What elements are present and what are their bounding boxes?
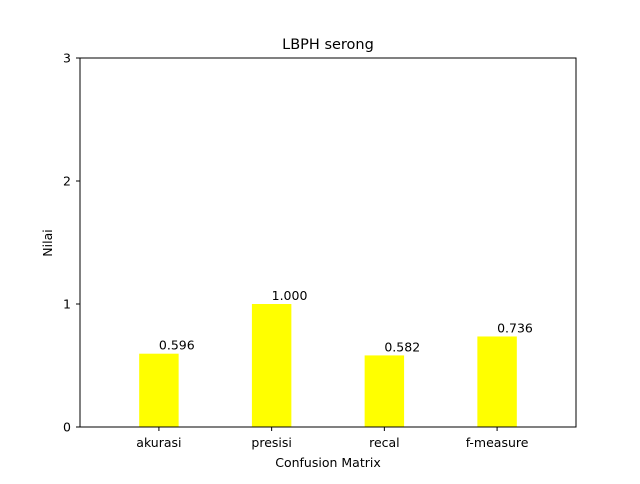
bar-akurasi <box>139 353 179 427</box>
bar-presisi <box>251 304 292 427</box>
bar-recal <box>364 355 405 427</box>
ticks-layer: akurasi presisi recal f-measure 0 1 2 3 <box>63 51 529 451</box>
data-label-f-measure: 0.736 <box>497 320 533 335</box>
x-tick-label-presisi: presisi <box>251 435 291 450</box>
y-tick-label: 1 <box>63 297 71 312</box>
y-tick-label: 2 <box>63 174 71 189</box>
x-tick-label-recal: recal <box>369 435 400 450</box>
chart-title: LBPH serong <box>282 37 374 53</box>
data-label-presisi: 1.000 <box>272 288 308 303</box>
data-label-akurasi: 0.596 <box>159 338 195 353</box>
bars-layer <box>139 304 517 427</box>
data-label-recal: 0.582 <box>384 339 420 354</box>
x-tick-label-akurasi: akurasi <box>136 435 181 450</box>
value-labels-layer: 0.596 1.000 0.582 0.736 <box>159 288 533 354</box>
x-tick-label-f-measure: f-measure <box>466 435 529 450</box>
y-tick-label: 3 <box>63 51 71 66</box>
plot-frame <box>79 57 577 428</box>
bar-f-measure <box>477 336 517 427</box>
y-axis-label: Nilai <box>40 229 55 256</box>
x-axis-label: Confusion Matrix <box>275 455 381 470</box>
y-tick-label: 0 <box>63 420 71 435</box>
